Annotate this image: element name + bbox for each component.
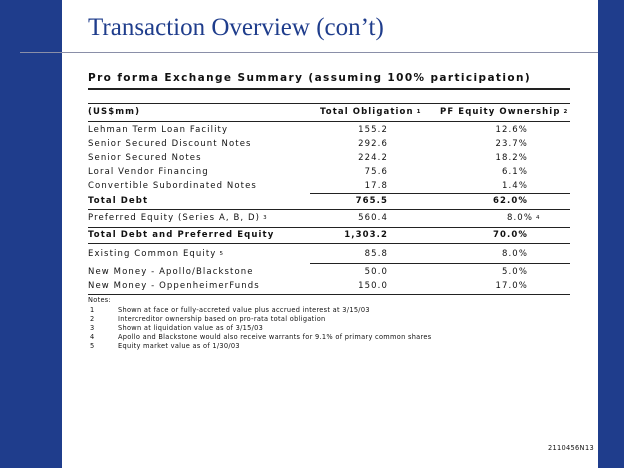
total-obligation: 560.4 xyxy=(358,213,388,223)
total-obligation: 17.8 xyxy=(364,181,388,191)
pf-ownership: 70.0% xyxy=(493,230,528,240)
footnote-marker: 2 xyxy=(563,109,569,115)
note-number: 3 xyxy=(90,324,95,332)
column-header: (US$mm) xyxy=(88,107,141,117)
row-label: New Money - OppenheimerFunds xyxy=(88,281,260,291)
row-label: Lehman Term Loan Facility xyxy=(88,125,229,135)
total-obligation: 155.2 xyxy=(358,125,388,135)
note-text: Apollo and Blackstone would also receive… xyxy=(118,333,432,341)
row-label: Total Debt and Preferred Equity xyxy=(88,230,275,240)
note-text: Shown at liquidation value as of 3/15/03 xyxy=(118,324,264,332)
column-header: Total Obligation 1 xyxy=(320,107,422,117)
row-label: Loral Vendor Financing xyxy=(88,167,209,177)
footnote-marker: 4 xyxy=(536,215,541,221)
rule xyxy=(88,88,570,90)
total-obligation: 75.6 xyxy=(364,167,388,177)
rule xyxy=(310,263,570,264)
page-number: 13 xyxy=(585,444,594,452)
note-number: 4 xyxy=(90,333,95,341)
right-band xyxy=(598,0,624,468)
pf-ownership: 5.0% xyxy=(502,267,528,277)
slide-title: Transaction Overview (con’t) xyxy=(88,14,384,41)
total-obligation: 292.6 xyxy=(358,139,388,149)
pf-ownership: 12.6% xyxy=(495,125,528,135)
note-text: Equity market value as of 1/30/03 xyxy=(118,342,240,350)
rule xyxy=(88,103,570,104)
note-text: Shown at face or fully-accreted value pl… xyxy=(118,306,370,314)
pf-ownership: 6.1% xyxy=(502,167,528,177)
title-rule xyxy=(20,52,598,53)
rule xyxy=(88,121,570,122)
note-text: Intercreditor ownership based on pro-rat… xyxy=(118,315,326,323)
row-label: New Money - Apollo/Blackstone xyxy=(88,267,254,277)
left-band xyxy=(0,0,62,468)
pf-ownership: 23.7% xyxy=(495,139,528,149)
row-label: Preferred Equity (Series A, B, D) 3 xyxy=(88,213,268,223)
pf-ownership: 1.4% xyxy=(502,181,528,191)
row-label: Senior Secured Discount Notes xyxy=(88,139,252,149)
footnote-marker: 1 xyxy=(416,109,422,115)
note-number: 2 xyxy=(90,315,95,323)
pf-ownership: 18.2% xyxy=(495,153,528,163)
pf-ownership: 62.0% xyxy=(493,196,528,206)
row-label: Senior Secured Notes xyxy=(88,153,202,163)
row-label: Total Debt xyxy=(88,196,149,206)
notes-title: Notes: xyxy=(88,296,112,304)
footnote-marker: 5 xyxy=(219,251,225,257)
column-header: PF Equity Ownership 2 xyxy=(440,107,569,117)
total-obligation: 765.5 xyxy=(355,196,388,206)
pf-ownership: 8.0% xyxy=(502,249,528,259)
rule xyxy=(88,227,570,228)
note-number: 1 xyxy=(90,306,95,314)
pf-ownership: 17.0% xyxy=(495,281,528,291)
rule xyxy=(88,294,570,295)
total-obligation: 224.2 xyxy=(358,153,388,163)
pf-ownership: 8.0% 4 xyxy=(507,213,541,223)
note-number: 5 xyxy=(90,342,95,350)
row-label: Existing Common Equity 5 xyxy=(88,249,225,259)
rule xyxy=(88,209,570,210)
total-obligation: 1,303.2 xyxy=(344,230,388,240)
footnote-marker: 3 xyxy=(263,215,268,221)
table-title: Pro forma Exchange Summary (assuming 100… xyxy=(88,72,532,84)
rule xyxy=(310,193,570,194)
total-obligation: 150.0 xyxy=(358,281,388,291)
rule xyxy=(88,243,570,244)
total-obligation: 85.8 xyxy=(364,249,388,259)
total-obligation: 50.0 xyxy=(364,267,388,277)
row-label: Convertible Subordinated Notes xyxy=(88,181,257,191)
footer-code: 2110456N xyxy=(548,444,585,452)
